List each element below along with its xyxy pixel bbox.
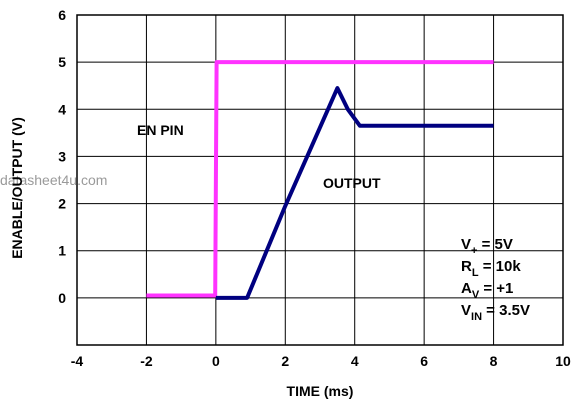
condition-line: VIN = 3.5V [461, 302, 530, 323]
y-tick-label: 2 [58, 196, 66, 212]
series-line-output [215, 86, 494, 300]
tick-labels: -4 -2 0 2 4 6 8 10 0 1 2 3 4 5 6 [58, 7, 571, 369]
condition-symbol: R [461, 258, 472, 275]
condition-subscript: IN [471, 311, 482, 323]
condition-symbol: V [461, 236, 471, 253]
x-tick-label: 0 [212, 353, 220, 369]
x-tick-label: -2 [140, 353, 153, 369]
watermark-text: datasheet4u.com [0, 172, 107, 188]
condition-subscript: L [472, 267, 479, 279]
condition-subscript: + [471, 245, 477, 257]
y-tick-label: 5 [58, 54, 66, 70]
y-tick-label: 4 [58, 101, 66, 117]
x-tick-label: 8 [490, 353, 498, 369]
series-lines [146, 60, 494, 300]
series-label-en-pin: EN PIN [137, 122, 184, 138]
condition-symbol: V [461, 302, 471, 319]
x-tick-label: 2 [281, 353, 289, 369]
y-axis-label: ENABLE/OUTPUT (V) [9, 117, 25, 259]
condition-value: = 10k [479, 258, 522, 275]
x-tick-label: -4 [71, 353, 84, 369]
series-label-output: OUTPUT [323, 175, 381, 191]
condition-line: RL = 10k [461, 258, 521, 279]
condition-symbol: A [461, 280, 472, 297]
condition-value: = 5V [477, 236, 512, 253]
x-tick-label: 6 [420, 353, 428, 369]
plot-frame [76, 14, 564, 346]
y-tick-label: 3 [58, 148, 66, 164]
x-tick-label: 10 [555, 353, 571, 369]
x-tick-label: 4 [351, 353, 359, 369]
condition-subscript: V [472, 289, 480, 301]
x-axis-label: TIME (ms) [287, 383, 354, 399]
condition-line: AV = +1 [461, 280, 513, 301]
y-tick-label: 0 [58, 290, 66, 306]
grid [77, 15, 563, 345]
y-tick-label: 1 [58, 243, 66, 259]
series-line-en-pin [146, 60, 494, 298]
y-tick-label: 6 [58, 7, 66, 23]
condition-value: = +1 [479, 280, 513, 297]
condition-value: = 3.5V [482, 302, 530, 319]
condition-line: V+ = 5V [461, 236, 513, 257]
